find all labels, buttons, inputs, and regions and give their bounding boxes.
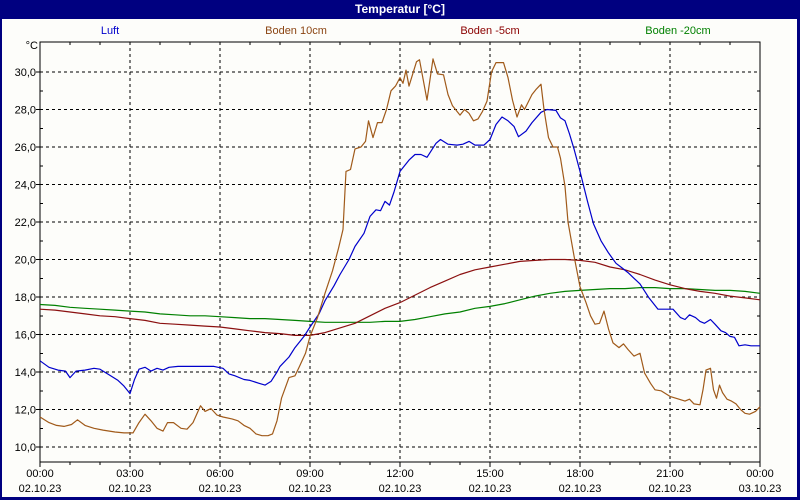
x-tick-date: 02.10.23 [289,483,332,495]
x-axis-labels: 00:00 02.10.23 03:00 02.10.23 06:00 02.10.23 0… [19,468,782,495]
y-axis-labels: °C 30,0 28,0 26,0 24,0 22,0 20,0 18,0 16,0 14,0 12… [15,40,38,454]
title-bar: Temperatur [°C] [0,0,800,19]
y-tick-label: 26,0 [15,142,36,154]
x-tick-time: 00:00 [26,468,54,480]
x-tick-time: 21:00 [656,468,684,480]
legend-item-boden-minus5cm: Boden -5cm [460,25,520,37]
y-tick-label: 10,0 [15,442,36,454]
window-title: Temperatur [°C] [355,2,445,16]
legend-item-boden-minus20cm: Boden -20cm [645,25,711,37]
x-tick-date: 03.10.23 [739,483,782,495]
legend-item-luft: Luft [100,25,120,37]
grid [40,42,760,462]
y-tick-label: 28,0 [15,105,36,117]
x-tick-date: 02.10.23 [109,483,152,495]
legend: Luft Boden 10cm Boden -5cm Boden -20cm [0,19,800,42]
y-tick-label: 14,0 [15,367,36,379]
y-tick-label: 18,0 [15,292,36,304]
x-tick-time: 09:00 [296,468,324,480]
series-luft [39,108,760,395]
x-tick-time: 15:00 [476,468,504,480]
legend-item-boden-10cm: Boden 10cm [265,25,327,37]
x-tick-time: 03:00 [116,468,144,480]
x-tick-time: 00:00 [746,468,774,480]
x-tick-date: 02.10.23 [19,483,62,495]
x-tick-date: 02.10.23 [469,483,512,495]
y-tick-label: 30,0 [15,67,36,79]
y-tick-label: 22,0 [15,217,36,229]
x-tick-date: 02.10.23 [379,483,422,495]
y-axis-unit: °C [26,40,38,52]
series-boden-20cm [39,287,761,323]
y-tick-label: 24,0 [15,180,36,192]
axis-ticks [36,42,761,467]
x-tick-date: 02.10.23 [559,483,602,495]
plot-frame [39,41,761,463]
x-tick-time: 12:00 [386,468,414,480]
x-tick-date: 02.10.23 [199,483,242,495]
series-boden-10cm [39,58,761,437]
y-tick-label: 16,0 [15,330,36,342]
y-tick-label: 12,0 [15,405,36,417]
y-tick-label: 20,0 [15,255,36,267]
x-tick-time: 06:00 [206,468,234,480]
x-tick-time: 18:00 [566,468,594,480]
x-tick-date: 02.10.23 [649,483,692,495]
series-boden-5cm [39,258,761,336]
